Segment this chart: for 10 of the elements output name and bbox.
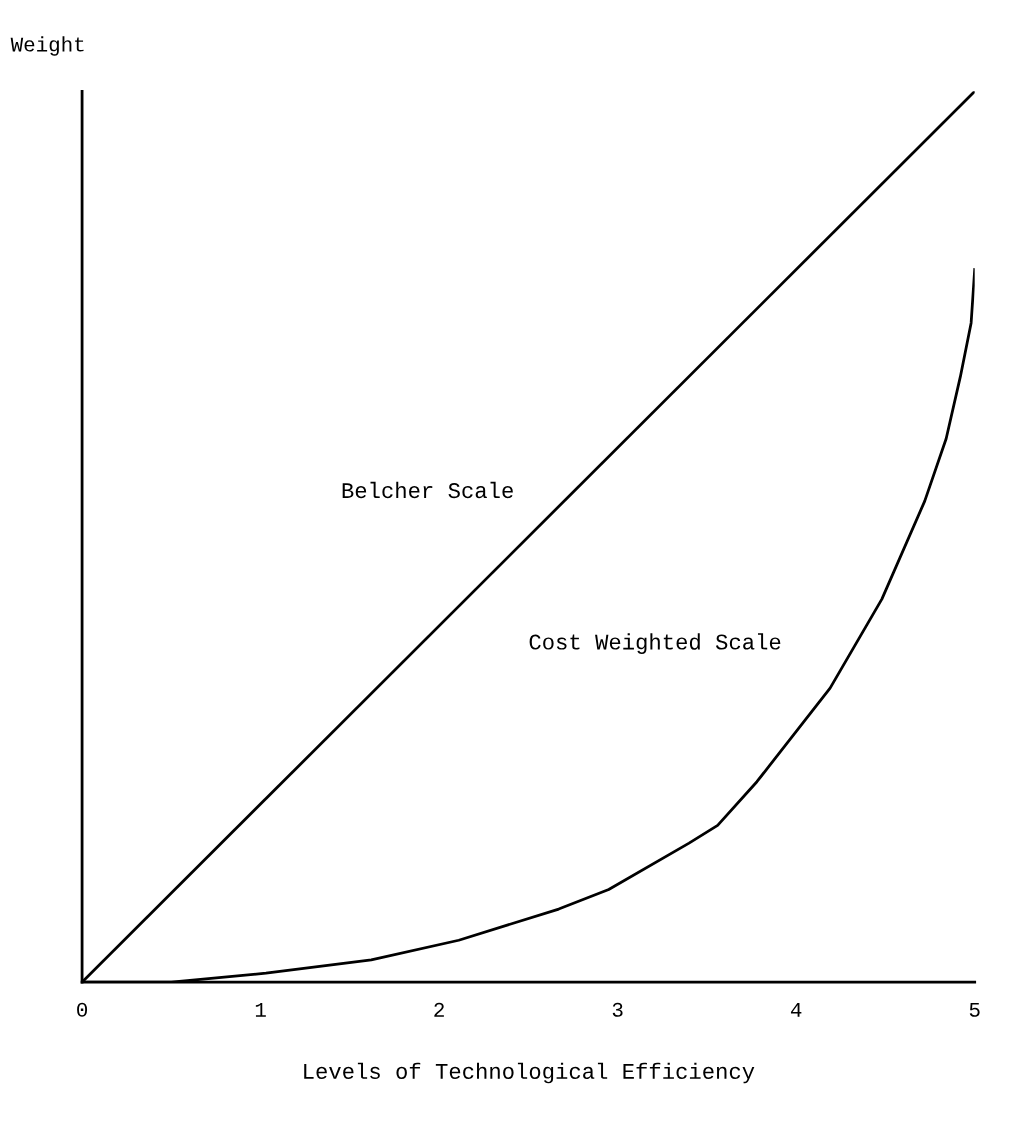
x-tick-label: 2 — [434, 1002, 444, 1017]
x-tick-label: 5 — [969, 1002, 980, 1017]
x-tick-label: 4 — [790, 1002, 802, 1017]
text: Cost Weighted Scale — [529, 633, 781, 654]
x-axis-title: Levels of Technological Efficiency — [304, 1062, 755, 1084]
x-tick-label: 0 — [77, 1002, 88, 1017]
y-axis-title: Weight — [10, 36, 84, 56]
series-label: Belcher Scale — [342, 481, 513, 499]
x-tick-label: 1 — [255, 1002, 266, 1017]
x-tick-label: 3 — [612, 1002, 623, 1017]
